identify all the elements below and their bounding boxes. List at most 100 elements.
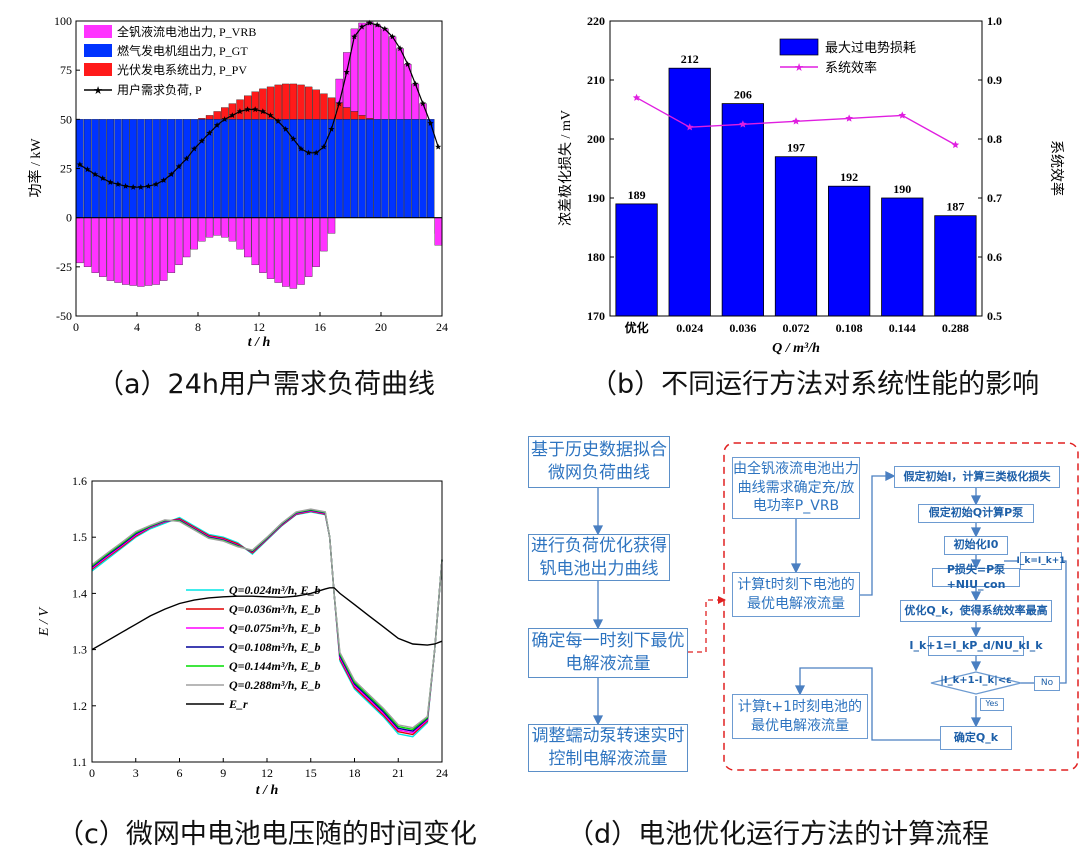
bar-b — [934, 215, 977, 317]
bar-vrb — [373, 24, 381, 120]
bar-gt — [350, 119, 359, 218]
bar-pv — [213, 111, 221, 120]
xtick-label-b: 0.024 — [676, 321, 703, 335]
bar-gt — [160, 119, 168, 218]
bar-pv — [259, 88, 267, 120]
bar-pv — [266, 86, 275, 120]
bar-value-b: 189 — [628, 188, 646, 202]
efficiency-point — [951, 140, 960, 149]
panel-c: 0 3 6 9 12 15 18 21 24 1.1 1.2 1.3 1.4 1.5 1.6 Q=0.024… — [0, 430, 540, 862]
bar-gt — [343, 119, 351, 218]
bar-vrb — [289, 217, 298, 289]
bar-gt — [122, 119, 130, 218]
bar-gt — [129, 119, 137, 218]
bar-gt — [297, 119, 305, 218]
load-point — [259, 108, 266, 115]
load-point — [313, 149, 320, 156]
legend-label-c: Q=0.024m³/h, E_b — [229, 583, 320, 597]
bar-vrb — [182, 217, 191, 258]
bar-vrb — [137, 217, 145, 287]
bar-b — [721, 103, 764, 317]
xtick-label-b: 0.144 — [889, 321, 916, 335]
bar-vrb — [388, 36, 397, 120]
efficiency-point — [898, 111, 907, 119]
bar-pv — [304, 86, 313, 120]
load-point — [328, 126, 335, 132]
legend-label-c: E_r — [228, 697, 248, 711]
xlabel-a: t / h — [248, 335, 271, 350]
load-point — [122, 183, 129, 189]
ytick-label-a: 75 — [60, 63, 72, 77]
load-point — [244, 106, 251, 113]
load-point — [92, 171, 99, 177]
bar-pv — [274, 84, 282, 120]
xtick-label-a: 0 — [73, 320, 79, 334]
bar-vrb — [144, 217, 153, 286]
bar-gt — [289, 119, 298, 218]
flow-left-step-4: 调整蠕动泵转速实时控制电解液流量 — [528, 724, 688, 772]
xtick-label-a: 16 — [314, 320, 326, 334]
xtick-label-a: 4 — [134, 320, 140, 334]
flow-mid-step-1: 由全钒液流电池出力曲线需求确定充/放电功率P_VRB — [732, 457, 860, 519]
flow-right-step-2: 假定初始Q计算P泵 — [918, 504, 1034, 523]
xtick-label-c: 15 — [305, 766, 317, 780]
load-point — [320, 143, 327, 150]
bar-b — [668, 67, 711, 317]
bar-gt — [358, 119, 366, 218]
bar-vrb — [76, 217, 84, 264]
bar-gt — [99, 119, 107, 218]
y2tick-label-b: 0.5 — [987, 309, 1002, 323]
xtick-label-b: 0.108 — [836, 321, 863, 335]
flow-left-step-1: 基于历史数据拟合微网负荷曲线 — [528, 436, 670, 488]
bar-pv — [350, 111, 359, 120]
legend-gt: 燃气发电机组出力, P_GT — [117, 43, 248, 58]
flow-right-step-4: P损失=P泵+NIU_con — [932, 563, 1020, 591]
load-point — [198, 137, 205, 144]
decision-diamond — [930, 671, 1022, 695]
load-point — [107, 179, 114, 185]
bar-pv — [198, 118, 206, 120]
load-point — [130, 184, 137, 190]
legend-b: 最大过电势损耗 ★ 系统效率 — [779, 38, 916, 75]
load-point — [160, 177, 167, 183]
bar-pv — [228, 103, 237, 120]
ytick-label-b: 180 — [587, 250, 605, 264]
legend-load: 用户需求负荷, P — [117, 82, 202, 97]
caption-c: （c）微网中电池电压随的时间变化 — [57, 819, 477, 850]
bar-vrb — [152, 217, 160, 285]
bar-gt — [182, 119, 191, 218]
bar-gt — [419, 119, 427, 218]
xtick-label-a: 24 — [436, 320, 448, 334]
series-line-c — [91, 587, 443, 651]
bar-gt — [396, 119, 404, 218]
bar-gt — [114, 119, 122, 218]
bar-value-b: 187 — [946, 200, 964, 214]
flow-right-step-1: 假定初始I，计算三类极化损失 — [894, 466, 1060, 488]
ytick-label-b: 190 — [587, 191, 605, 205]
bar-gt — [190, 119, 198, 218]
efficiency-point — [845, 114, 853, 122]
bar-vrb — [434, 217, 442, 246]
ytick-label-a: 50 — [60, 112, 72, 126]
bar-gt — [236, 119, 244, 218]
load-point — [236, 108, 243, 115]
xtick-label-a: 12 — [253, 320, 265, 334]
bar-pv — [289, 83, 298, 120]
legend-label-c: Q=0.288m³/h, E_b — [229, 678, 320, 692]
y2tick-label-b: 0.8 — [987, 132, 1002, 146]
bar-vrb — [122, 217, 130, 285]
bar-vrb — [243, 217, 252, 258]
load-point — [381, 25, 388, 32]
bar-vrb — [198, 217, 206, 242]
plot-frame-b — [609, 20, 983, 317]
bar-gt — [373, 119, 381, 218]
legend-line: 系统效率 — [825, 60, 877, 75]
legend-label-c: Q=0.036m³/h, E_b — [229, 602, 320, 616]
ylabel-b: 浓差极化损失 / mV — [558, 110, 574, 226]
ylabel-a: 功率 / kW — [27, 138, 44, 198]
bar-b — [615, 203, 658, 317]
load-point — [435, 143, 442, 150]
xtick-label-c: 12 — [261, 766, 273, 780]
load-point — [374, 21, 381, 28]
series-line-c — [91, 508, 443, 729]
